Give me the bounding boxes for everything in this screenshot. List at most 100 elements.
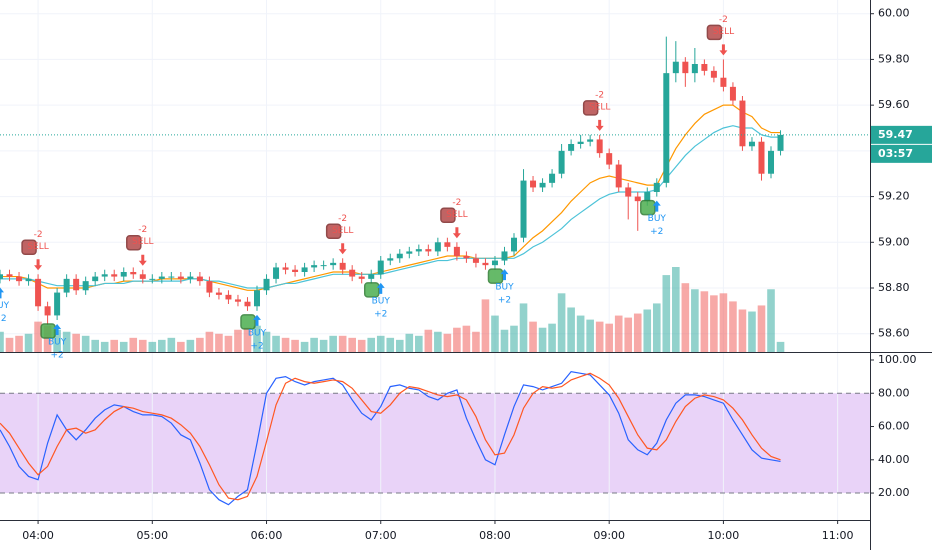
volume-bar <box>215 333 223 352</box>
candle-body <box>301 267 308 272</box>
candle-body <box>25 278 32 282</box>
signal-icon <box>363 282 380 298</box>
moving-average <box>0 125 781 289</box>
candle-body <box>634 196 641 202</box>
candle-body <box>263 278 270 291</box>
signal-label: SELL <box>589 102 610 112</box>
volume-bar <box>624 317 633 352</box>
candle-body <box>568 144 575 151</box>
indicator-line <box>0 370 781 506</box>
volume-bar <box>300 341 309 352</box>
volume-bar <box>672 267 680 352</box>
candle-body <box>530 180 537 188</box>
candle-body <box>644 192 651 202</box>
y-tick-label: 58.60 <box>878 327 910 340</box>
candle-body <box>120 272 127 277</box>
volume-bar <box>576 315 585 352</box>
candle-body <box>35 278 42 307</box>
volume-bar <box>662 275 671 352</box>
candle-body <box>472 258 479 263</box>
candle-body <box>215 292 222 295</box>
volume-bar <box>605 323 613 352</box>
volume-bar <box>376 335 385 352</box>
volume-bar <box>719 293 728 352</box>
candle-body <box>710 70 717 78</box>
volume-bar <box>110 339 119 352</box>
candle-body <box>6 274 13 277</box>
candle-body <box>606 153 613 165</box>
candle-body <box>625 187 632 197</box>
y-tick-label: 59.20 <box>878 190 910 203</box>
candle-body <box>73 278 80 291</box>
candle-body <box>368 274 375 279</box>
signal-qty: +2 <box>498 296 511 306</box>
candle-body <box>615 164 622 188</box>
signal-qty: -2 <box>595 90 604 100</box>
volume-bar <box>138 339 147 352</box>
x-tick-label: 05:00 <box>136 529 168 542</box>
candle-body <box>63 278 70 293</box>
candle-body <box>501 251 508 261</box>
candle-body <box>311 265 318 268</box>
volume-bar <box>129 337 138 352</box>
volume-bar <box>72 333 80 352</box>
candle-body <box>520 180 527 238</box>
candle-body <box>672 61 679 74</box>
candle-body <box>111 274 118 277</box>
candle-body <box>691 64 698 74</box>
candle-body <box>729 86 736 101</box>
candle-body <box>358 276 365 279</box>
candle-body <box>187 276 194 279</box>
volume-bar <box>700 291 709 352</box>
y-tick-label: 59.60 <box>878 98 910 111</box>
volume-bar <box>158 339 166 352</box>
volume-bar <box>519 303 528 352</box>
volume-bar <box>710 295 718 352</box>
volume-bar <box>196 337 204 352</box>
signal-label: SELL <box>27 242 48 252</box>
signal-qty: -2 <box>719 15 728 25</box>
indicator-y-tick-label: 40.00 <box>878 453 910 466</box>
candle-body <box>349 269 356 277</box>
volume-bar <box>415 335 423 352</box>
volume-bar <box>34 321 42 352</box>
signal-qty: +2 <box>0 314 7 324</box>
signal-icon <box>706 24 723 41</box>
volume-bar <box>491 315 499 352</box>
x-tick-label: 10:00 <box>708 529 740 542</box>
volume-bar <box>148 341 157 352</box>
volume-bar <box>738 309 747 352</box>
signal-arrow <box>652 200 661 212</box>
volume-bar <box>443 333 452 352</box>
candle-body <box>482 262 489 266</box>
signal-arrow <box>34 259 43 271</box>
candle-body <box>539 182 546 188</box>
candle-body <box>758 141 765 174</box>
countdown-label: 03:57 <box>878 147 913 160</box>
candle-body <box>415 249 422 252</box>
signal-icon <box>440 207 456 224</box>
candle-body <box>196 276 203 282</box>
candle-body <box>549 173 556 183</box>
volume-bar <box>91 339 99 352</box>
volume-bar <box>548 323 556 352</box>
signal-icon <box>325 223 342 240</box>
countdown-box <box>871 144 932 163</box>
candle-body <box>273 267 280 279</box>
volume-bar <box>5 337 14 352</box>
volume-bar <box>614 315 623 352</box>
signal-arrow <box>500 269 509 281</box>
signal-qty: -2 <box>34 230 43 240</box>
y-tick-label: 59.80 <box>878 52 910 65</box>
candle-body <box>701 64 708 71</box>
volume-bar <box>633 313 642 352</box>
volume-bar <box>386 337 395 352</box>
candle-body <box>406 251 413 254</box>
signal-arrow <box>595 119 604 131</box>
indicator-y-tick-label: 80.00 <box>878 386 910 399</box>
candle-body <box>282 267 289 270</box>
volume-bar <box>0 331 4 352</box>
candle-body <box>149 278 156 280</box>
candle-body <box>168 276 175 278</box>
